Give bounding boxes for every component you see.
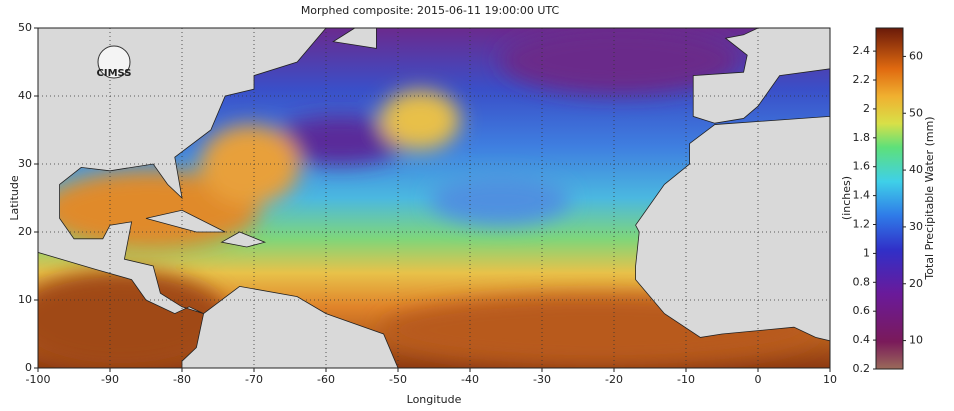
colorbar-inch-label: 2 (863, 102, 870, 115)
colorbar-left-label: (inches) (840, 176, 853, 220)
x-tick-label: -90 (101, 373, 119, 386)
logo-text: CIMSS (97, 68, 132, 79)
axes: -100 -90 -80 -70 -60 -50 -40 -30 -20 -10 0 10010203… (18, 21, 923, 386)
y-tick-label: 20 (18, 225, 32, 238)
logo: CIMSS (97, 45, 132, 79)
north-america (38, 28, 326, 314)
x-tick-label: -80 (173, 373, 191, 386)
south-america (182, 286, 398, 368)
colorbar-mm-label: 20 (909, 277, 923, 290)
x-tick-label: -50 (389, 373, 407, 386)
x-tick-label: -60 (317, 373, 335, 386)
colorbar-inch-label: 0.4 (853, 333, 871, 346)
colorbar-mm-label: 50 (909, 106, 923, 119)
cuba (146, 210, 225, 232)
colorbar-inch-label: 1.6 (853, 160, 871, 173)
colorbar-inch-label: 1.2 (853, 218, 871, 231)
newfoundland (333, 28, 376, 48)
hispaniola (222, 232, 265, 247)
x-tick-label: -20 (605, 373, 623, 386)
y-axis-label: Latitude (8, 175, 21, 221)
colorbar-mm-label: 40 (909, 163, 923, 176)
colorbar-mm-label: 60 (909, 49, 923, 62)
colorbar-mm-label: 10 (909, 334, 923, 347)
x-tick-label: -10 (677, 373, 695, 386)
colorbar-inch-label: 1.8 (853, 131, 871, 144)
y-tick-label: 50 (18, 21, 32, 34)
land (38, 28, 830, 368)
colorbar-right-label: Total Precipitable Water (mm) (923, 116, 936, 280)
colorbar-inch-label: 0.8 (853, 275, 871, 288)
colorbar-inch-label: 2.2 (853, 73, 871, 86)
colorbar-inch-label: 0.6 (853, 304, 871, 317)
y-tick-label: 30 (18, 157, 32, 170)
colorbar-inch-label: 1 (863, 246, 870, 259)
x-tick-label: 0 (755, 373, 762, 386)
x-axis-label: Longitude (407, 393, 462, 406)
colorbar-inch-label: 1.4 (853, 189, 871, 202)
y-tick-label: 0 (25, 361, 32, 374)
plot-frame (37, 27, 831, 369)
colorbar-mm-label: 30 (909, 220, 923, 233)
colorbar (875, 27, 904, 370)
x-tick-label: -40 (461, 373, 479, 386)
x-tick-label: -70 (245, 373, 263, 386)
x-tick-label: -100 (26, 373, 51, 386)
colorbar-inch-label: 2.4 (853, 44, 871, 57)
africa (636, 116, 830, 368)
x-tick-label: -30 (533, 373, 551, 386)
europe (693, 28, 830, 123)
y-tick-label: 10 (18, 293, 32, 306)
x-tick-label: 10 (823, 373, 837, 386)
title: Morphed composite: 2015-06-11 19:00:00 U… (301, 4, 560, 17)
colorbar-inch-label: 0.2 (853, 362, 871, 375)
y-tick-label: 40 (18, 89, 32, 102)
